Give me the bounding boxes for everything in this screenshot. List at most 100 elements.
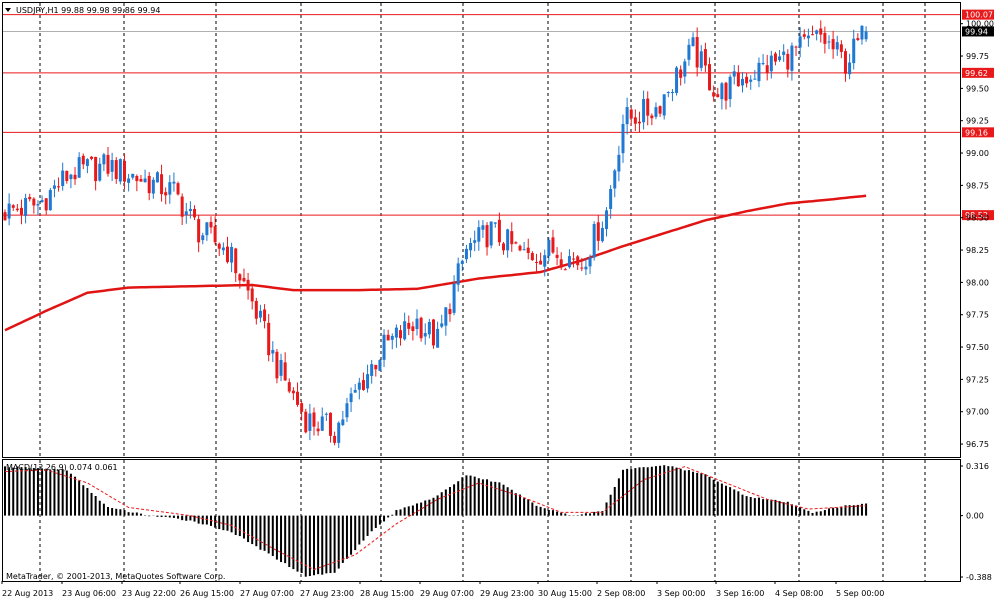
- candle-body: [131, 173, 135, 178]
- macd-pane[interactable]: 0.316 0.00 -0.388 MACD(12,26,9) 0.074 0.06…: [2, 459, 992, 583]
- candle-body: [52, 185, 56, 189]
- macd-pane-border: [2, 459, 961, 582]
- candle-body: [374, 364, 378, 370]
- candle-body: [493, 222, 497, 224]
- candle-body: [370, 364, 374, 376]
- candle-body: [250, 288, 254, 302]
- candle-body: [860, 25, 864, 40]
- candle-body: [19, 207, 23, 215]
- candle-body: [720, 83, 724, 100]
- candle-body: [246, 279, 250, 291]
- candle-body: [522, 249, 526, 251]
- candle-body: [637, 121, 641, 124]
- candle-body: [308, 413, 312, 431]
- candle-body: [390, 335, 394, 340]
- candle-body: [708, 64, 712, 91]
- candle-body: [819, 28, 823, 35]
- candle-body: [11, 205, 15, 208]
- time-tick-label: 30 Aug 15:00: [538, 589, 592, 598]
- candle-body: [69, 174, 73, 180]
- candle-body: [605, 210, 609, 229]
- candle-body: [518, 245, 522, 251]
- candle-body: [65, 170, 69, 182]
- candle-body: [341, 419, 345, 426]
- candle-body: [316, 428, 320, 432]
- level-price-tag: [962, 67, 994, 78]
- candle-body: [147, 175, 151, 194]
- candle-body: [736, 72, 740, 87]
- candle-body: [172, 181, 176, 184]
- time-tick-label: 26 Aug 15:00: [180, 589, 234, 598]
- candle-body: [164, 192, 168, 196]
- candle-body: [815, 30, 819, 34]
- moving-average-line: [4, 194, 867, 332]
- candle-body: [291, 390, 295, 394]
- candle-body: [160, 174, 164, 195]
- candle-body: [106, 154, 110, 174]
- candle-body: [36, 204, 40, 206]
- candle-body: [427, 321, 431, 335]
- candle-body: [794, 46, 798, 48]
- candle-body: [592, 224, 596, 258]
- candle-body: [485, 225, 489, 248]
- candle-body: [267, 322, 271, 356]
- candle-body: [580, 267, 584, 269]
- candle-body: [296, 391, 300, 405]
- price-pane[interactable]: 100.07 99.62 99.16 98.52 99.94 100.00 99.75 99…: [2, 2, 995, 458]
- time-tick-label: 23 Aug 06:00: [62, 589, 116, 598]
- time-tick-label: 3 Sep 16:00: [716, 589, 764, 598]
- candle-body: [798, 36, 802, 48]
- chart-menu-arrow-icon[interactable]: [5, 8, 11, 12]
- candle-body: [452, 283, 456, 313]
- candle-body: [328, 412, 332, 436]
- candle-body: [213, 226, 217, 243]
- candle-body: [699, 51, 703, 68]
- candle-body: [188, 208, 192, 212]
- candle-body: [287, 382, 291, 392]
- candle-body: [856, 38, 860, 41]
- price-grid: [39, 3, 926, 457]
- candle-body: [456, 263, 460, 285]
- candle-body: [675, 67, 679, 93]
- candle-body: [584, 266, 588, 270]
- candle-body: [526, 247, 530, 253]
- candle-body: [90, 156, 94, 159]
- level-price-label: 100.07: [965, 11, 993, 20]
- candle-body: [703, 49, 707, 66]
- candle-body: [469, 243, 473, 251]
- candle-body: [300, 403, 304, 412]
- candle-body: [168, 182, 172, 195]
- candle-body: [460, 260, 464, 264]
- candle-body: [543, 255, 547, 267]
- candle-body: [242, 277, 246, 282]
- candle-body: [477, 227, 481, 242]
- candle-body: [320, 416, 324, 431]
- candle-body: [312, 412, 316, 427]
- candle-body: [143, 178, 147, 183]
- candle-body: [802, 34, 806, 37]
- candle-body: [386, 334, 390, 341]
- candle-body: [811, 34, 815, 36]
- macd-axis[interactable]: 0.316 0.00 -0.388: [960, 462, 992, 582]
- level-price-tag: [962, 9, 994, 20]
- price-axis[interactable]: 100.00 99.75 99.50 99.25 99.00 98.75 98.50 98.2…: [960, 20, 994, 449]
- price-pane-border: [2, 2, 961, 458]
- candle-body: [151, 179, 155, 194]
- time-axis[interactable]: 22 Aug 2013 23 Aug 06:00 23 Aug 22:00 26 Au…: [1, 581, 884, 598]
- candle-body: [73, 174, 77, 180]
- candles: [3, 20, 868, 448]
- price-tick-label: 99.25: [966, 117, 989, 126]
- candle-body: [180, 196, 184, 217]
- candle-body: [617, 154, 621, 172]
- candle-body: [98, 163, 102, 181]
- candle-body: [394, 327, 398, 338]
- candle-body: [835, 42, 839, 50]
- candle-body: [24, 197, 28, 216]
- candle-body: [642, 99, 646, 123]
- candle-body: [530, 253, 534, 261]
- candle-body: [497, 219, 501, 243]
- candle-body: [712, 92, 716, 97]
- price-tick-label: 97.50: [966, 343, 989, 352]
- time-tick-label: 29 Aug 23:00: [480, 589, 534, 598]
